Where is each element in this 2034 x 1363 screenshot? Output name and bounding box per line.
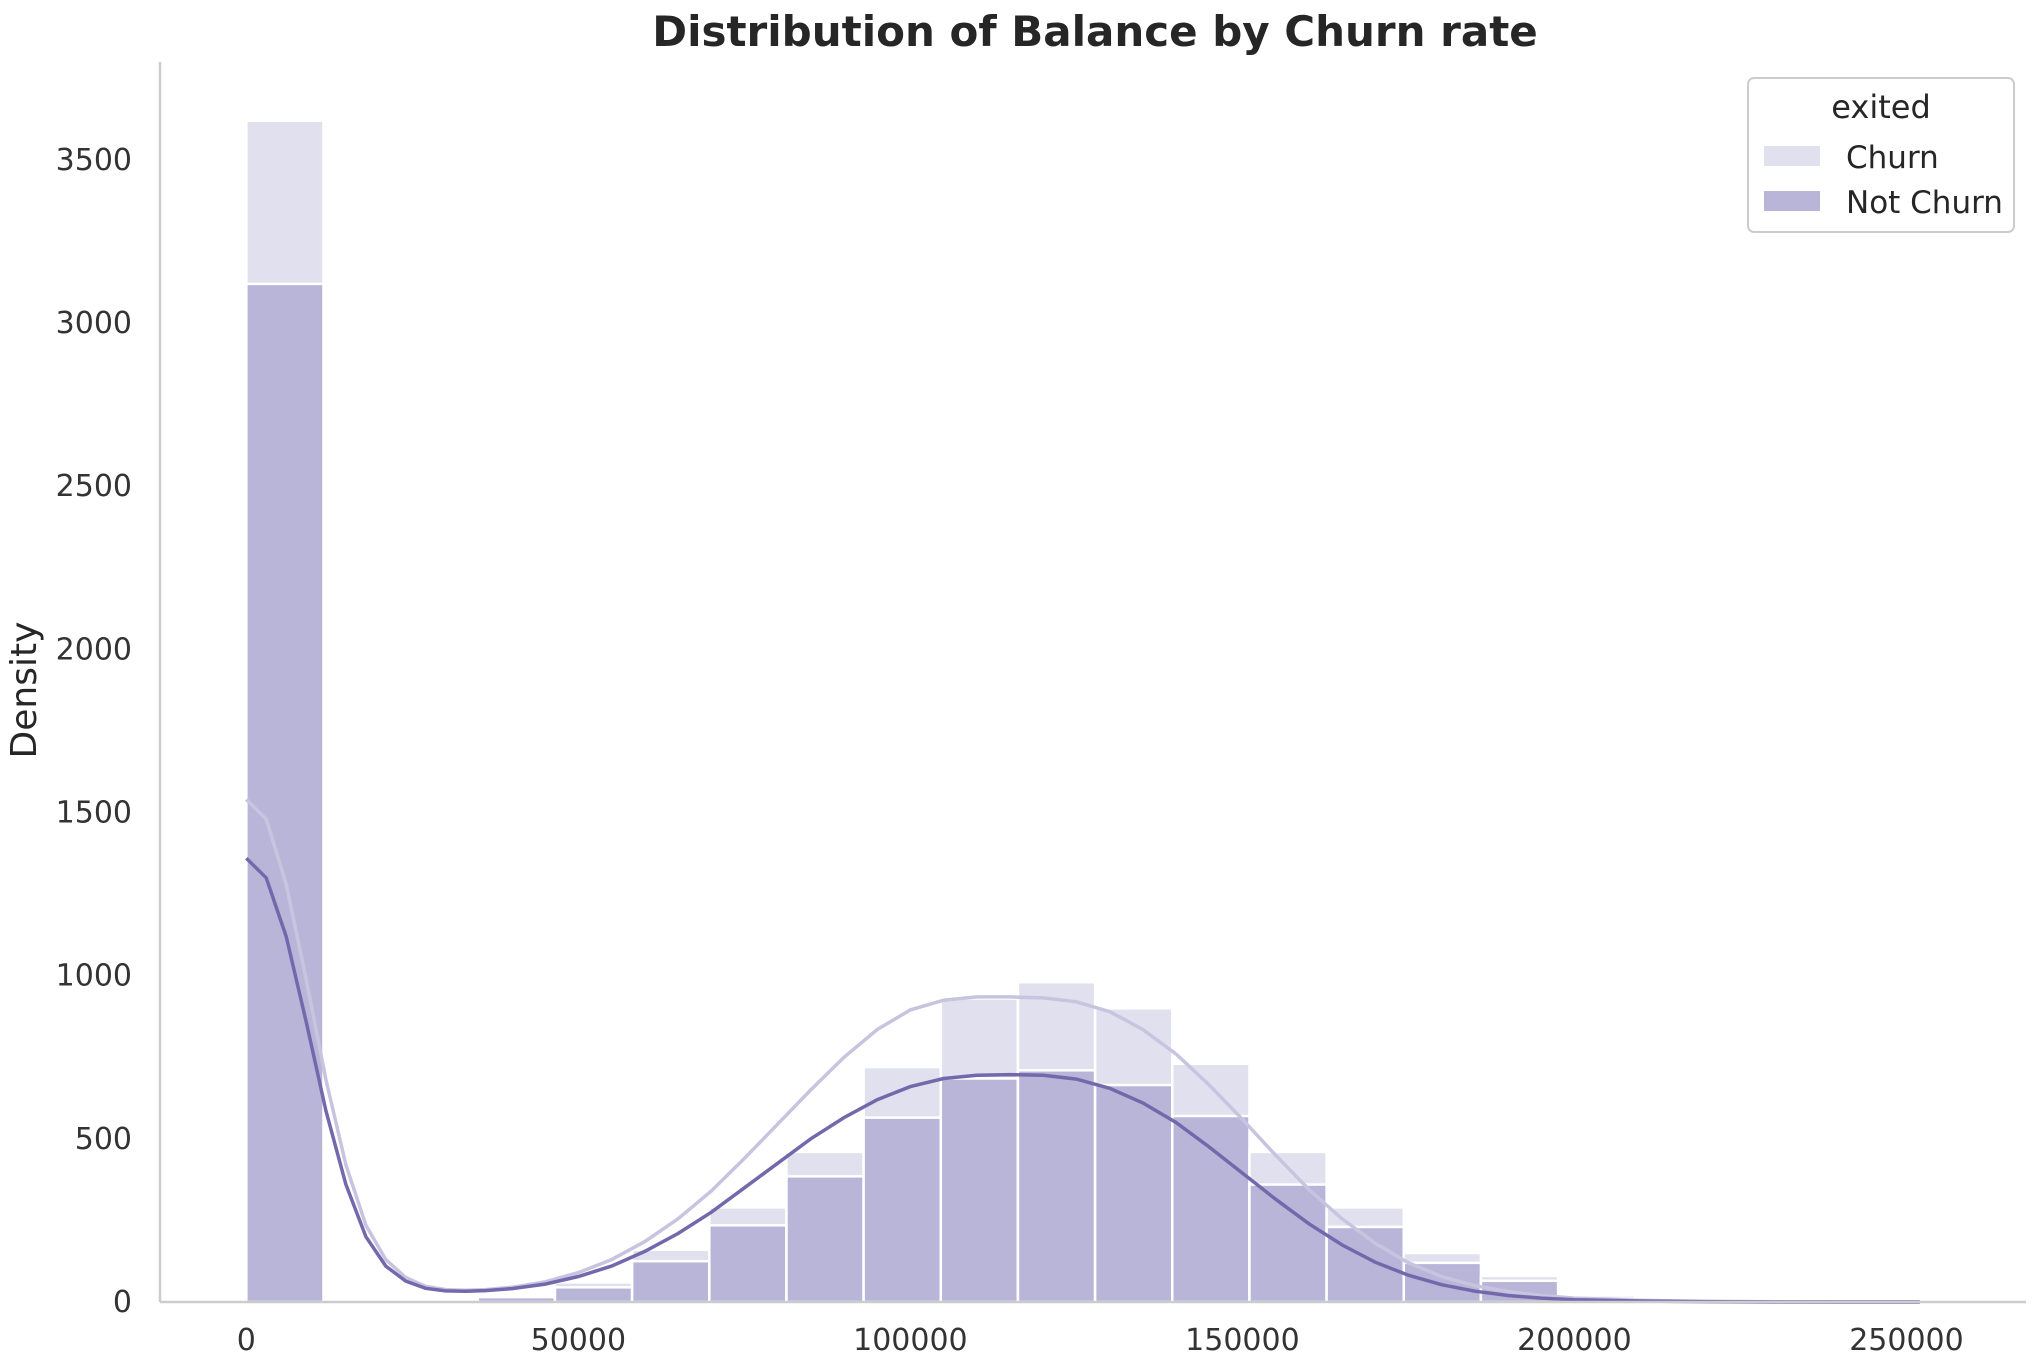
legend-label-churn: Churn <box>1846 140 1939 176</box>
legend-swatch-not-churn <box>1764 191 1820 211</box>
legend-title: exited <box>1831 88 1931 126</box>
y-tick-label: 500 <box>75 1122 132 1157</box>
bar-not-churn <box>708 1224 788 1304</box>
bar-not-churn <box>1093 1083 1174 1304</box>
kde-line-not-churn <box>245 856 1920 1304</box>
y-tick-label: 3500 <box>56 143 132 178</box>
x-tick-label: 150000 <box>1185 1323 1300 1358</box>
bar-not-churn <box>785 1175 865 1304</box>
x-tick-label: 0 <box>237 1323 256 1358</box>
x-tick-label: 250000 <box>1849 1323 1964 1358</box>
bar-not-churn <box>1171 1114 1251 1304</box>
bar-not-churn <box>1325 1225 1406 1304</box>
bar-not-churn <box>553 1286 634 1304</box>
legend-swatch-churn <box>1764 146 1820 166</box>
kde-layer <box>245 798 1920 1304</box>
y-axis-label: Density <box>4 622 45 759</box>
y-tick-labels: 0 500 1000 1500 2000 2500 3000 3500 <box>56 143 132 1320</box>
y-tick-label: 0 <box>113 1285 132 1320</box>
x-tick-labels: 0 50000 100000 150000 200000 250000 <box>237 1323 1964 1358</box>
x-tick-label: 50000 <box>531 1323 626 1358</box>
y-tick-label: 1500 <box>56 796 132 831</box>
y-tick-label: 2500 <box>56 469 132 504</box>
legend: exited Churn Not Churn <box>1747 77 2015 233</box>
legend-label-not-churn: Not Churn <box>1846 185 2003 221</box>
bar-not-churn <box>1016 1069 1097 1304</box>
y-tick-label: 3000 <box>56 306 132 341</box>
bars-layer <box>245 119 1946 1304</box>
bar-not-churn <box>862 1116 943 1304</box>
axes-layer <box>158 62 2026 1304</box>
chart-title: Distribution of Balance by Churn rate <box>652 7 1538 56</box>
y-tick-label: 1000 <box>56 959 132 994</box>
bar-not-churn <box>630 1259 711 1304</box>
y-tick-label: 2000 <box>56 632 132 667</box>
x-tick-label: 200000 <box>1517 1323 1632 1358</box>
bar-not-churn <box>939 1077 1020 1304</box>
x-tick-label: 100000 <box>853 1323 968 1358</box>
kde-line-churn <box>245 798 1920 1304</box>
bar-not-churn <box>1248 1183 1328 1304</box>
bar-not-churn <box>245 282 325 1304</box>
